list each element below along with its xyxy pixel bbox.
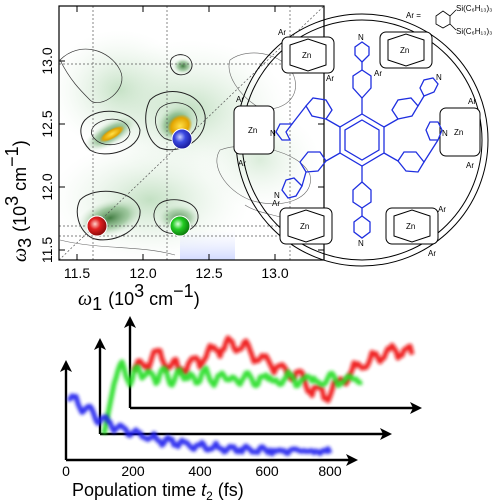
trace-blue — [66, 393, 333, 457]
svg-text:Ar: Ar — [238, 159, 246, 168]
template-ligand — [275, 41, 443, 239]
svg-text:N: N — [270, 129, 276, 138]
aryl-definition: Ar = Si(C₆H₁₃)₃ Si(C₆H₁₃)₃ — [406, 4, 492, 36]
svg-text:N: N — [442, 129, 448, 138]
svg-text:N: N — [358, 33, 364, 42]
svg-text:Zn: Zn — [248, 126, 257, 135]
y-tick-label: 12.5 — [39, 110, 55, 137]
svg-text:Ar =: Ar = — [406, 11, 421, 20]
svg-text:Ar: Ar — [272, 199, 280, 208]
trace-x-tick-label: 0 — [62, 463, 70, 479]
svg-text:Zn: Zn — [302, 51, 311, 60]
svg-text:Zn: Zn — [400, 46, 409, 55]
svg-text:N: N — [436, 73, 442, 82]
trace-red — [131, 335, 415, 404]
svg-text:Zn: Zn — [454, 128, 463, 137]
svg-text:Zn: Zn — [300, 222, 309, 231]
x-tick-label: 13.0 — [261, 265, 288, 281]
trace-x-tick-label: 800 — [318, 463, 342, 479]
svg-text:Ar: Ar — [278, 28, 286, 37]
y-tick-label: 12.0 — [39, 173, 55, 200]
x-tick-label: 11.5 — [64, 265, 90, 281]
svg-text:Ar: Ar — [438, 205, 446, 214]
spectrum-frame — [58, 5, 325, 261]
trace-x-tick-label: 200 — [121, 463, 145, 479]
nanoring-molecule-structure: Zn Ar Ar Zn Ar Zn Ar Ar Zn Ar Ar — [233, 4, 492, 267]
peak-marker-blue — [171, 128, 193, 150]
svg-text:Ar: Ar — [326, 74, 334, 83]
y-axis-label: ω3(103 cm−1) — [2, 140, 35, 262]
trace-axes — [60, 316, 422, 466]
y-tick-label: 13.0 — [39, 47, 55, 74]
x-tick-label: 12.0 — [129, 265, 156, 281]
svg-text:N: N — [274, 191, 280, 200]
svg-text:Si(C₆H₁₃)₃: Si(C₆H₁₃)₃ — [456, 4, 492, 13]
svg-text:Ar: Ar — [466, 161, 474, 170]
svg-text:Si(C₆H₁₃)₃: Si(C₆H₁₃)₃ — [456, 27, 492, 36]
pyridyl-n-labels: N N N N N N — [270, 33, 448, 248]
svg-text:Zn: Zn — [406, 222, 415, 231]
trace-layer — [66, 335, 415, 457]
y-tick-label: 11.5 — [39, 237, 55, 263]
x-tick-label: 12.5 — [195, 265, 222, 281]
porphyrin-units: Zn Ar Ar Zn Ar Zn Ar Ar Zn Ar Ar — [233, 28, 481, 258]
svg-text:Ar: Ar — [428, 249, 436, 258]
svg-text:Ar: Ar — [236, 95, 244, 104]
trace-x-axis-label: Population time t2 (fs) — [72, 480, 244, 500]
x-tick-marks — [76, 6, 276, 260]
trace-green — [101, 359, 363, 435]
peak-marker-red — [86, 215, 108, 237]
svg-text:N: N — [358, 239, 364, 248]
svg-text:Ar: Ar — [374, 69, 382, 78]
peak-marker-green — [169, 215, 191, 237]
trace-x-tick-label: 400 — [188, 463, 212, 479]
population-time-traces: 0 200 400 600 800 Population time t2 (fs… — [60, 316, 422, 500]
x-axis-label: ω1 (103 cm−1) — [78, 281, 200, 314]
trace-x-ticks: 0 200 400 600 800 — [62, 463, 342, 479]
svg-text:Ar: Ar — [468, 97, 476, 106]
trace-x-tick-label: 600 — [255, 463, 279, 479]
